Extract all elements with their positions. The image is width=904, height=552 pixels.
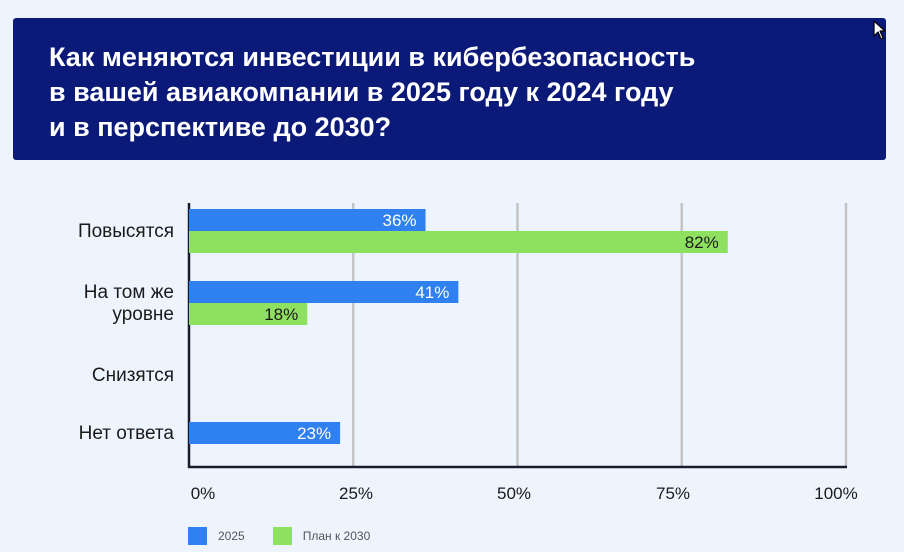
bar-2030-1 [189, 303, 308, 325]
x-tick-label-4: 100% [814, 484, 857, 503]
x-tick-label-1: 25% [339, 484, 373, 503]
data-label-2030-1: 18% [264, 305, 298, 324]
chart-title: Как меняются инвестиции в кибербезопасно… [49, 42, 696, 142]
legend: 2025 План к 2030 [188, 526, 398, 546]
bar-2025-0 [189, 209, 426, 231]
legend-item-2025: 2025 [188, 527, 245, 545]
legend-swatch-2030 [272, 527, 292, 545]
category-label-1-line-0: На том же [84, 282, 174, 303]
x-tick-label-2: 50% [497, 484, 531, 503]
category-label-2: Снизятся [92, 365, 174, 386]
category-label-0: Повысятся [78, 221, 174, 242]
data-label-2025-1: 41% [415, 283, 449, 302]
bar-2030-0 [189, 231, 728, 253]
data-label-2025-3: 23% [297, 424, 331, 443]
bar-2025-3 [189, 422, 341, 444]
data-label-2030-0: 82% [685, 233, 719, 252]
legend-label-2025: 2025 [218, 529, 245, 543]
legend-item-2030: План к 2030 [272, 527, 371, 545]
x-tick-label-3: 75% [656, 484, 690, 503]
category-label-1-line-1: уровне [112, 304, 174, 325]
bar-2025-1 [189, 281, 459, 303]
legend-label-2030: План к 2030 [302, 529, 371, 543]
x-tick-label-0: 0% [191, 484, 216, 503]
data-label-2025-0: 36% [382, 211, 416, 230]
legend-swatch-2025 [188, 527, 207, 545]
title-banner: Как меняются инвестиции в кибербезопасно… [13, 18, 886, 160]
category-label-3: Нет ответа [79, 423, 175, 444]
mouse-cursor-icon [873, 20, 886, 40]
